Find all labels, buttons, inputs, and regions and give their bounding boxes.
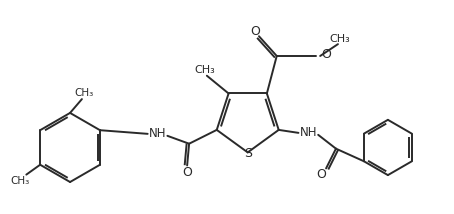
Text: CH₃: CH₃ [194,65,215,75]
Text: O: O [250,25,260,38]
Text: NH: NH [149,127,166,140]
Text: O: O [182,166,192,179]
Text: CH₃: CH₃ [330,34,350,44]
Text: NH: NH [300,126,317,139]
Text: CH₃: CH₃ [11,175,30,186]
Text: O: O [316,168,326,181]
Text: S: S [244,147,252,160]
Text: O: O [321,49,331,61]
Text: CH₃: CH₃ [74,88,94,98]
